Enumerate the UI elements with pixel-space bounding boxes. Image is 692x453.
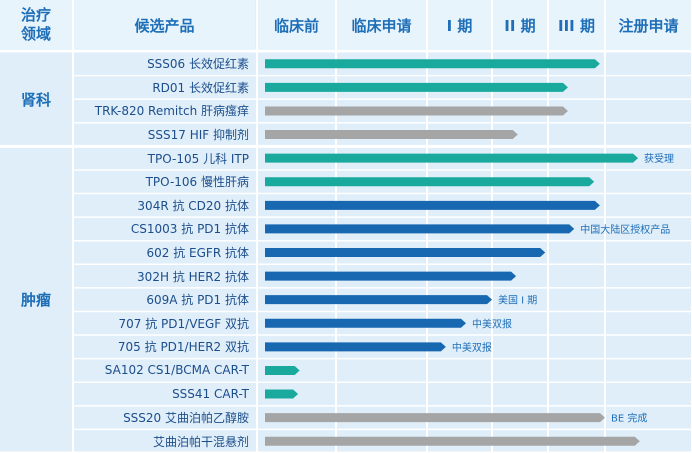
progress-bar (265, 130, 518, 140)
bar-note: 获受理 (644, 153, 674, 165)
progress-bar (265, 365, 300, 375)
progress-bar (265, 177, 595, 187)
stage-header: 临床申请 (337, 0, 426, 50)
progress-bar (265, 436, 640, 446)
bar-note: 美国 I 期 (498, 294, 537, 307)
progress-bar (265, 413, 605, 423)
progress-bar (265, 271, 517, 281)
stage-header: I 期 (428, 0, 491, 50)
candidate-label: SA102 CS1/BCMA CAR-T (104, 363, 249, 378)
bar-note: 中美双报 (472, 317, 512, 330)
candidate-label: TRK-820 Remitch 肝病瘙痒 (94, 104, 249, 119)
progress-bar (265, 106, 568, 116)
candidate-label: SSS17 HIF 抑制剂 (147, 128, 249, 143)
candidate-label: 707 抗 PD1/VEGF 双抗 (118, 316, 250, 331)
bar-note: 中国大陆区授权产品 (580, 223, 670, 236)
candidate-label: 304R 抗 CD20 抗体 (137, 198, 249, 213)
domain-label: 肾科 (20, 90, 51, 109)
candidate-label: 302H 抗 HER2 抗体 (137, 269, 249, 284)
stage-header: 临床前 (258, 0, 335, 50)
candidate-label: SSS06 长效促红素 (147, 57, 249, 72)
stage-header: 注册申请 (606, 0, 691, 50)
stage-header: III 期 (549, 0, 604, 50)
candidate-label: 609A 抗 PD1 抗体 (146, 293, 249, 308)
candidate-label: CS1003 抗 PD1 抗体 (130, 222, 249, 237)
progress-bar (265, 82, 568, 92)
candidate-label: SSS20 艾曲泊帕乙醇胺 (123, 411, 249, 426)
progress-bar (265, 153, 639, 163)
bar-note: BE 完成 (611, 412, 647, 425)
progress-bar (265, 200, 600, 210)
progress-bar (265, 295, 492, 305)
candidate-label: 602 抗 EGFR 抗体 (146, 245, 249, 260)
progress-bar (265, 389, 299, 399)
candidate-label: RD01 长效促红素 (152, 80, 249, 95)
candidate-header: 候选产品 (74, 0, 255, 50)
domain-label: 肿瘤 (20, 291, 51, 310)
progress-bar (265, 318, 466, 328)
stage-header: II 期 (493, 0, 547, 50)
candidate-label: TPO-106 慢性肝病 (145, 175, 249, 190)
progress-bar (265, 342, 446, 352)
progress-bar (265, 59, 600, 69)
progress-bar (265, 248, 546, 257)
progress-bar (265, 224, 575, 234)
candidate-label: 艾曲泊帕干混悬剂 (152, 434, 249, 449)
domain-header: 治疗领域 (0, 0, 72, 50)
bar-note: 中美双报 (452, 341, 492, 354)
candidate-label: TPO-105 儿科 ITP (147, 151, 249, 166)
candidate-label: 705 抗 PD1/HER2 双抗 (117, 340, 249, 355)
candidate-label: SSS41 CAR-T (172, 387, 249, 402)
